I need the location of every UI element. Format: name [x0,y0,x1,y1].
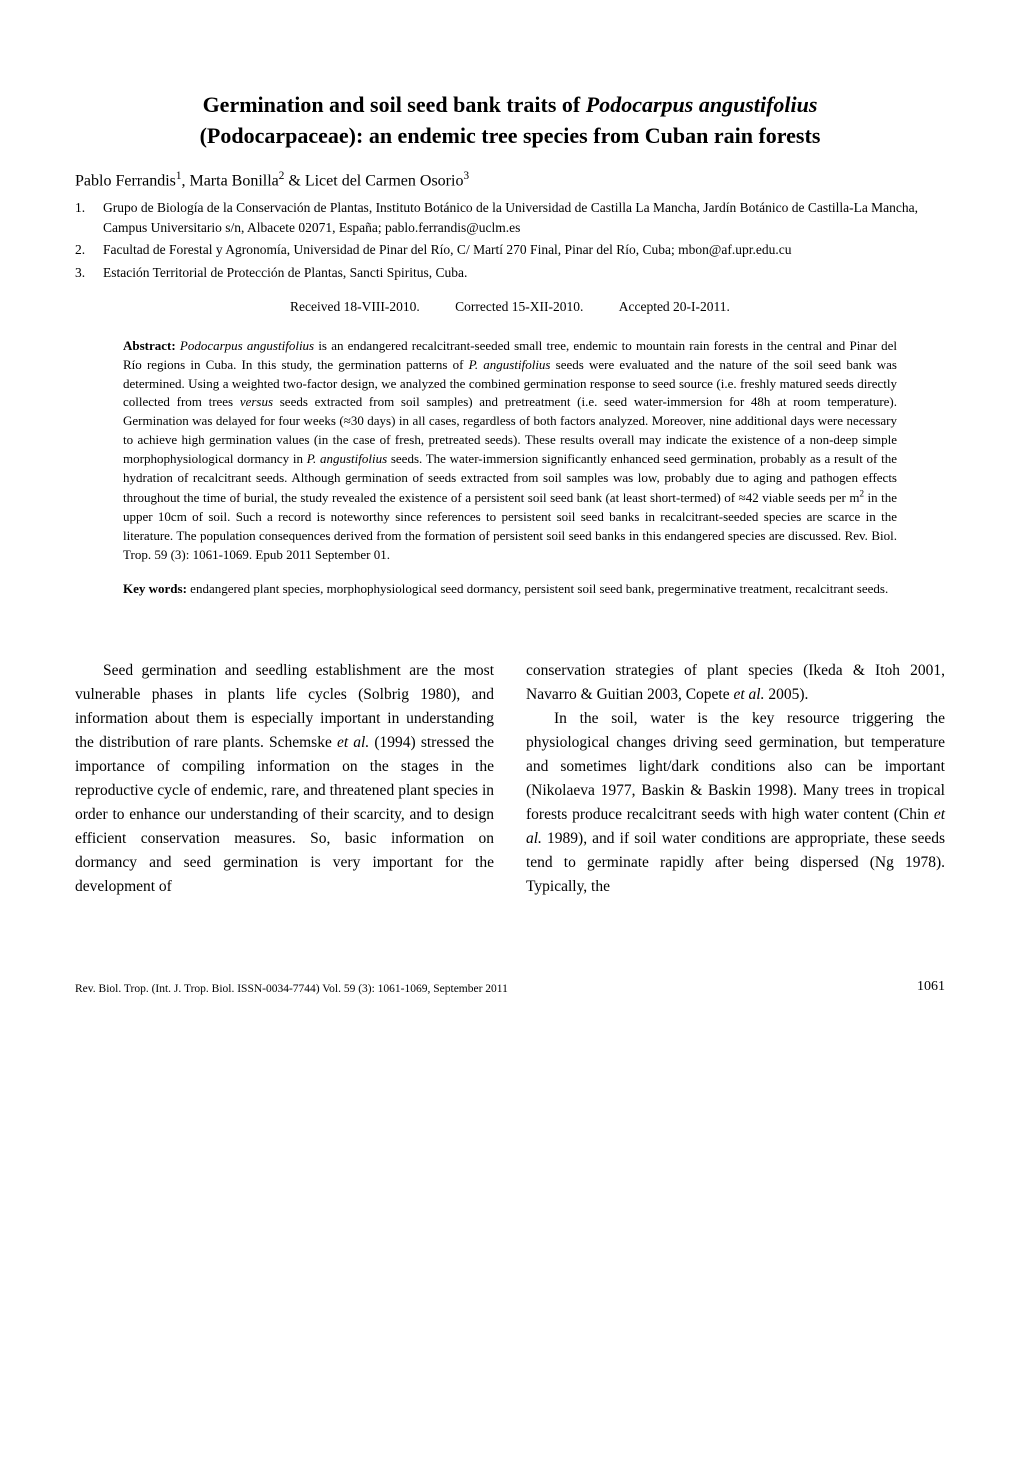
affiliation-text: Estación Territorial de Protección de Pl… [103,263,945,283]
body-column-left: Seed germination and seedling establishm… [75,659,494,899]
affiliation-text: Grupo de Biología de la Conservación de … [103,198,945,239]
title-species: Podocarpus angustifolius [586,92,818,117]
affiliation-num: 3. [75,263,103,283]
title-line2: (Podocarpaceae): an endemic tree species… [200,123,821,148]
body-paragraph: conservation strategies of plant species… [526,659,945,707]
abstract: Abstract: Podocarpus angustifolius is an… [123,337,897,564]
keywords-text: endangered plant species, morphophysiolo… [190,581,888,596]
page-number: 1061 [917,979,945,995]
date-accepted: Accepted 20-I-2011. [619,299,730,314]
paper-title: Germination and soil seed bank traits of… [75,90,945,152]
affiliation-1: 1. Grupo de Biología de la Conservación … [75,198,945,239]
dates-block: Received 18-VIII-2010. Corrected 15-XII-… [75,299,945,315]
footer-journal-info: Rev. Biol. Trop. (Int. J. Trop. Biol. IS… [75,983,508,995]
abstract-label: Abstract: [123,338,180,353]
date-corrected: Corrected 15-XII-2010. [455,299,583,314]
page-footer: Rev. Biol. Trop. (Int. J. Trop. Biol. IS… [75,979,945,995]
affiliation-2: 2. Facultad de Forestal y Agronomía, Uni… [75,240,945,260]
date-received: Received 18-VIII-2010. [290,299,420,314]
keywords-label: Key words: [123,581,190,596]
affiliation-text: Facultad de Forestal y Agronomía, Univer… [103,240,945,260]
body-column-right: conservation strategies of plant species… [526,659,945,899]
affiliation-3: 3. Estación Territorial de Protección de… [75,263,945,283]
affiliation-num: 2. [75,240,103,260]
keywords: Key words: endangered plant species, mor… [123,580,897,599]
abstract-text: Podocarpus angustifolius is an endangere… [123,338,897,562]
affiliation-num: 1. [75,198,103,239]
body-paragraph: Seed germination and seedling establishm… [75,659,494,899]
body-paragraph: In the soil, water is the key resource t… [526,707,945,899]
affiliations: 1. Grupo de Biología de la Conservación … [75,198,945,283]
body-text: Seed germination and seedling establishm… [75,659,945,899]
title-line1: Germination and soil seed bank traits of [203,92,586,117]
authors: Pablo Ferrandis1, Marta Bonilla2 & Licet… [75,170,945,190]
